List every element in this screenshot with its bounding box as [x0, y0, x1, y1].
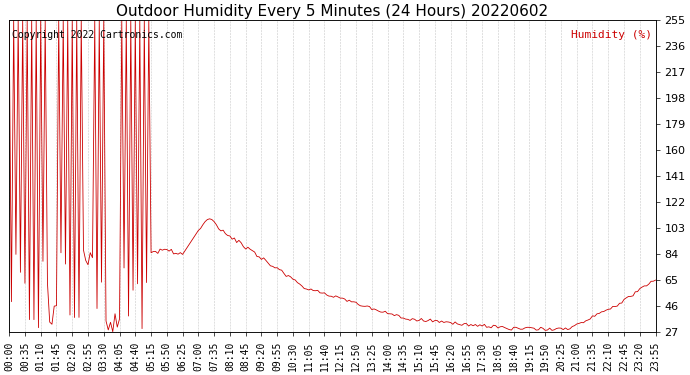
Title: Outdoor Humidity Every 5 Minutes (24 Hours) 20220602: Outdoor Humidity Every 5 Minutes (24 Hou… — [117, 4, 549, 19]
Text: Copyright 2022 Cartronics.com: Copyright 2022 Cartronics.com — [12, 30, 183, 40]
Text: Humidity (%): Humidity (%) — [571, 30, 652, 40]
